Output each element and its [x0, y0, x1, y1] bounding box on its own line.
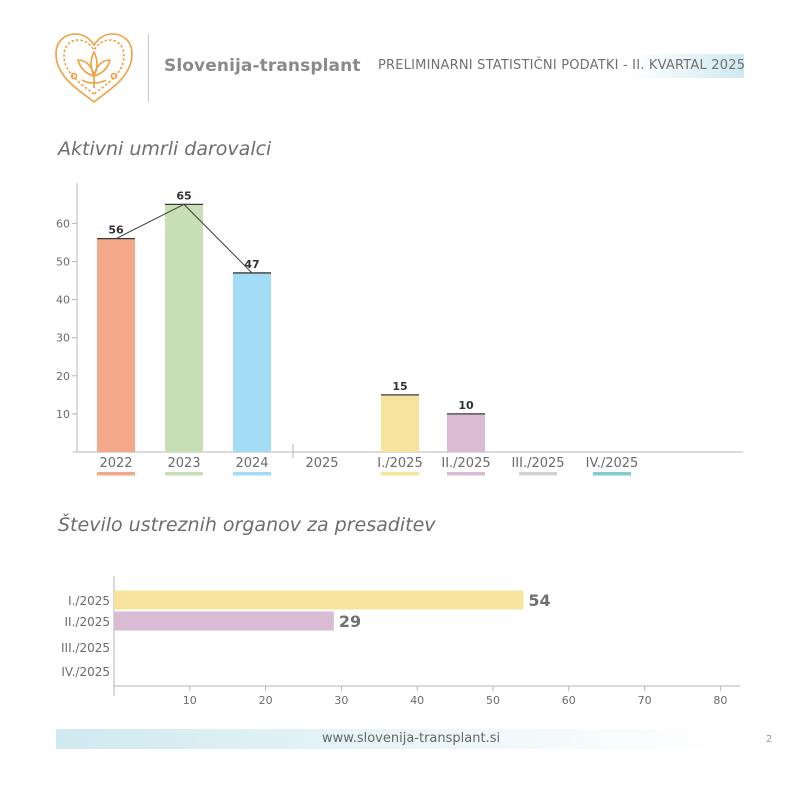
bar-value-label: 10 [458, 399, 474, 412]
bar-2023 [165, 204, 203, 452]
report-title: PRELIMINARNI STATISTIČNI PODATKI - II. K… [378, 58, 746, 73]
legend-swatch-IV./2025 [593, 472, 631, 476]
y-tick-label: 20 [56, 370, 70, 383]
y-tick-label: 60 [56, 217, 70, 230]
y-category-label: II./2025 [65, 615, 110, 629]
hbar-value-label: 29 [339, 612, 361, 631]
x-tick-label: 60 [562, 694, 576, 707]
legend-swatch-2024 [233, 472, 271, 476]
hbar-II./2025 [114, 611, 334, 631]
y-tick-label: 10 [56, 408, 70, 421]
x-tick-label: 30 [334, 694, 348, 707]
bar-II./2025 [447, 413, 485, 452]
x-tick-label: 2024 [235, 456, 268, 471]
x-tick-label: I./2025 [377, 456, 422, 471]
page-number: 2 [766, 734, 773, 745]
x-tick-label: 10 [183, 694, 197, 707]
trend-line [115, 203, 253, 274]
bar-value-label: 56 [108, 224, 124, 237]
x-tick-label: 70 [638, 694, 652, 707]
hbar-I./2025 [114, 590, 524, 610]
bar-value-label: 15 [392, 380, 407, 393]
x-tick-label: 2025 [305, 456, 338, 471]
chart1-svg: 10 20 30 40 50 60 56 2022 65 2023 47 2024 2025 15 I./2… [56, 183, 743, 476]
x-tick-label: 2023 [167, 456, 200, 471]
hbar-value-label: 54 [528, 591, 550, 610]
x-tick-label: III./2025 [511, 456, 564, 471]
chart1-title: Aktivni umrli darovalci [58, 138, 272, 160]
header-divider [148, 34, 149, 102]
bar-I./2025 [381, 394, 419, 452]
x-tick-label: 80 [713, 694, 727, 707]
bar-value-label: 47 [244, 258, 259, 271]
legend-swatch-II./2025 [447, 472, 485, 476]
report-title-band [368, 54, 744, 78]
x-tick-label: II./2025 [441, 456, 490, 471]
legend-swatch-2022 [97, 472, 135, 476]
y-category-label: III./2025 [61, 641, 110, 655]
y-tick-label: 30 [56, 332, 70, 345]
legend-swatch-I./2025 [381, 472, 419, 476]
org-name: Slovenija-transplant [164, 56, 361, 76]
x-tick-label: 50 [486, 694, 500, 707]
y-category-label: I./2025 [68, 594, 110, 608]
chart2-svg: 10 20 30 40 50 60 70 80 I./2025 54 II./2025 29 III./… [61, 576, 740, 707]
heart-flower-logo-icon [55, 33, 133, 103]
footer-band [56, 729, 720, 749]
chart2-title: Število ustreznih organov za presaditev [58, 514, 436, 536]
bar-value-label: 65 [176, 189, 191, 202]
x-tick-label: 20 [259, 694, 273, 707]
bar-2024 [233, 272, 271, 452]
bar-2022 [97, 238, 135, 452]
x-tick-label: 40 [410, 694, 424, 707]
x-tick-label: 2022 [99, 456, 132, 471]
footer-website-link[interactable]: www.slovenija-transplant.si [322, 731, 501, 746]
y-tick-label: 40 [56, 294, 70, 307]
x-tick-label: IV./2025 [586, 456, 639, 471]
y-tick-label: 50 [56, 256, 70, 269]
legend-swatch-2023 [165, 472, 203, 476]
y-category-label: IV./2025 [61, 665, 110, 679]
legend-swatch-III./2025 [519, 472, 557, 476]
